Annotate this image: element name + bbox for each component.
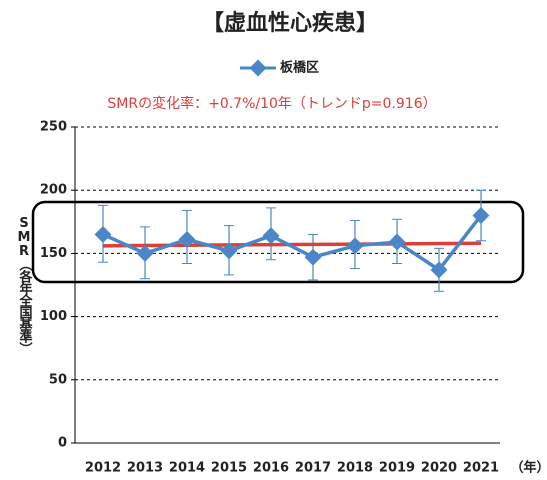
point bbox=[136, 244, 154, 262]
highlight-box bbox=[31, 200, 525, 284]
annotation: SMRの変化率：+0.7%/10年（トレンドp=0.916） bbox=[107, 95, 436, 112]
point bbox=[220, 242, 238, 260]
x-tick-label: 2018 bbox=[337, 461, 373, 476]
legend-marker bbox=[249, 59, 267, 77]
x-tick-label: 2017 bbox=[295, 461, 331, 476]
x-tick-label: 2020 bbox=[421, 461, 457, 476]
point bbox=[388, 233, 406, 251]
x-tick-label: 2016 bbox=[253, 461, 289, 476]
x-axis-label: （年） bbox=[510, 460, 547, 476]
y-tick-label: 100 bbox=[40, 309, 67, 324]
y-tick-label: 200 bbox=[40, 183, 67, 198]
x-tick-label: 2013 bbox=[127, 461, 163, 476]
legend-label: 板橋区 bbox=[280, 60, 319, 76]
point bbox=[472, 206, 490, 224]
series-line bbox=[102, 214, 483, 273]
point bbox=[346, 237, 364, 255]
point bbox=[262, 227, 280, 245]
y-tick-label: 250 bbox=[40, 120, 67, 135]
x-tick-label: 2012 bbox=[85, 461, 121, 476]
x-tick-label: 2015 bbox=[211, 461, 247, 476]
x-tick-label: 2014 bbox=[169, 461, 205, 476]
x-tick-label: 2021 bbox=[463, 461, 499, 476]
y-axis-label: SMR（各年全国基準） bbox=[17, 216, 34, 354]
y-tick-label: 50 bbox=[49, 372, 67, 387]
chart-title: 【虚血性心疾患】 bbox=[202, 10, 378, 36]
point bbox=[304, 248, 322, 266]
y-tick-label: 0 bbox=[58, 436, 67, 451]
x-tick-label: 2019 bbox=[379, 461, 415, 476]
point bbox=[178, 231, 196, 248]
y-tick-label: 150 bbox=[40, 246, 67, 261]
point bbox=[94, 225, 112, 243]
point bbox=[430, 261, 448, 279]
